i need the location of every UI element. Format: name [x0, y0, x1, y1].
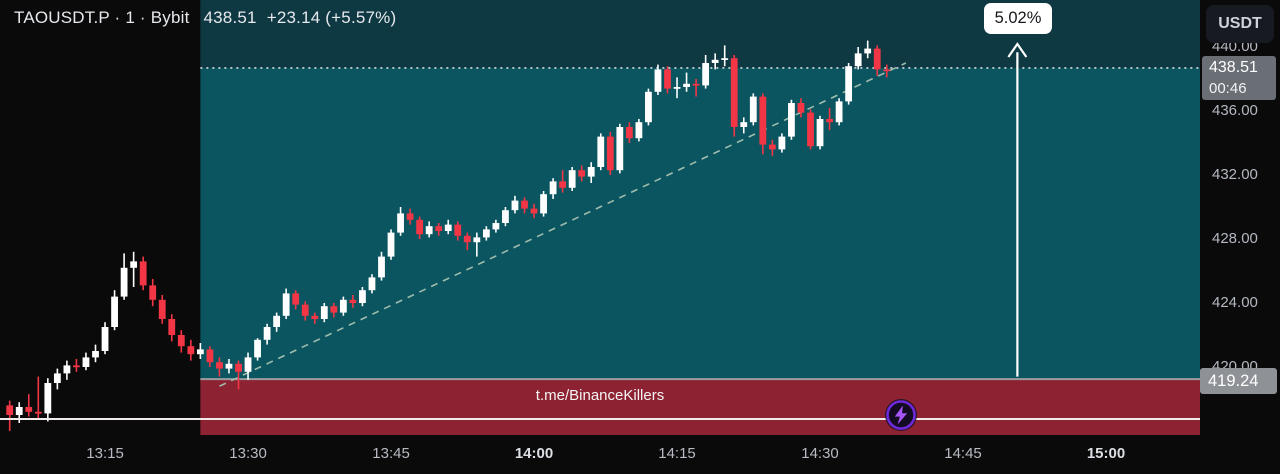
channel-watermark: t.me/BinanceKillers: [535, 387, 665, 404]
time-tick-label: 13:45: [372, 445, 410, 462]
level-price-label: 419.24: [1200, 368, 1277, 394]
current-price-value: 438.51: [1209, 59, 1258, 76]
usdt-button[interactable]: USDT: [1206, 5, 1274, 43]
time-tick-label: 15:00: [1086, 445, 1126, 462]
price-tick-label: 428.00: [1212, 230, 1258, 247]
time-tick-label: 14:00: [514, 445, 554, 462]
header-change: +23.14 (+5.57%): [266, 8, 397, 27]
price-tick-label: 436.00: [1212, 102, 1258, 119]
symbol-header[interactable]: TAOUSDT.P · 1 · Bybit 438.51 +23.14 (+5.57…: [14, 8, 396, 28]
price-axis[interactable]: 440.00 436.00 432.00 428.00 424.00 420.00 USD…: [1200, 0, 1280, 435]
header-last-price: 438.51: [203, 8, 257, 27]
price-tick-label: 424.00: [1212, 294, 1258, 311]
time-tick-label: 14:15: [658, 445, 696, 462]
time-tick-label: 13:30: [229, 445, 267, 462]
current-price-label: 438.51 00:46: [1202, 56, 1276, 100]
candlestick-plot[interactable]: [0, 0, 1200, 435]
symbol-title: TAOUSDT.P · 1 · Bybit: [14, 8, 190, 27]
price-tick-label: 432.00: [1212, 166, 1258, 183]
time-tick-label: 14:30: [801, 445, 839, 462]
gain-percent-badge[interactable]: 5.02%: [984, 3, 1052, 34]
lightning-icon[interactable]: [883, 397, 919, 433]
time-axis[interactable]: 13:15 13:30 13:45 14:00 14:15 14:30 14:45 15:00: [0, 435, 1280, 474]
chart-canvas[interactable]: TAOUSDT.P · 1 · Bybit 438.51 +23.14 (+5.57…: [0, 0, 1200, 435]
bar-countdown: 00:46: [1209, 80, 1247, 97]
time-tick-label: 14:45: [944, 445, 982, 462]
time-tick-label: 13:15: [86, 445, 124, 462]
